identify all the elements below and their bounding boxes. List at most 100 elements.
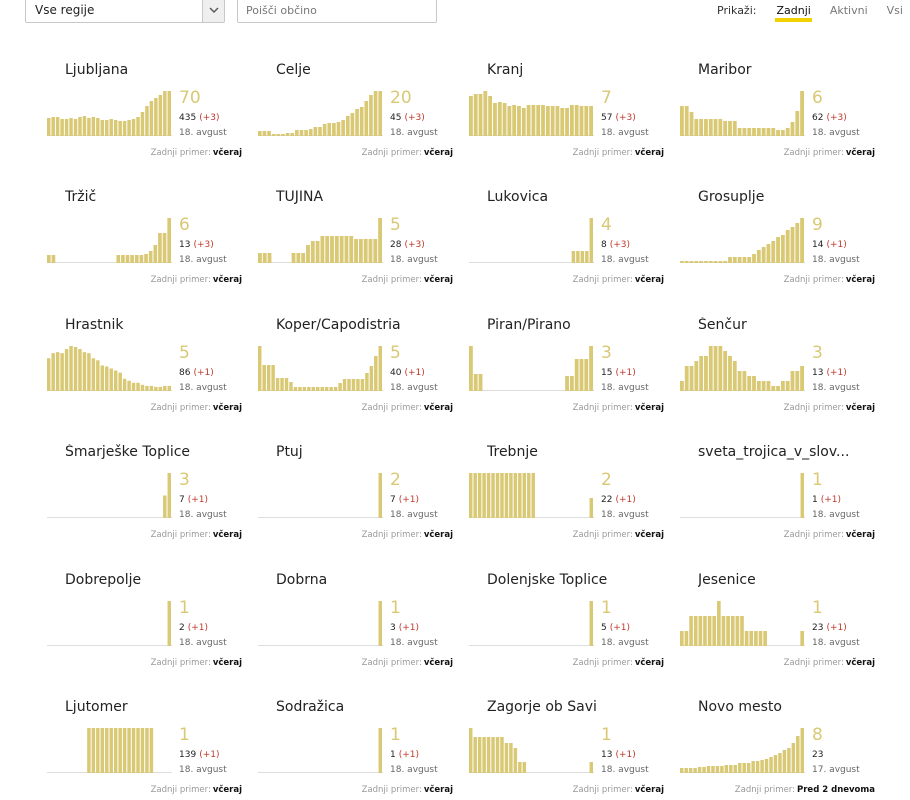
municipality-card[interactable]: Dolenjske Toplice 1 5 (+1) 18. avgust Zad… [469,568,680,695]
municipality-card[interactable]: Celje 20 45 (+3) 18. avgust Zadnji primer… [258,58,469,185]
sparkline-chart [258,91,383,136]
municipality-card[interactable]: Kranj 7 57 (+3) 18. avgust Zadnji primer:… [469,58,680,185]
municipality-name: Tržič [65,189,97,206]
chart-bar [73,346,78,391]
chart-bar [706,765,711,773]
chart-bar [96,118,100,136]
chart-bar [82,116,87,136]
chart-bar [785,380,790,391]
chart-bar [291,253,296,264]
active-cases: 1 [601,597,612,618]
last-case: Zadnji primer: včeraj [573,275,664,285]
municipality-card[interactable]: Šmarješke Toplice 3 7 (+1) 18. avgust Zad… [47,440,258,567]
chart-bar [78,117,82,136]
last-case: Zadnji primer: včeraj [784,403,875,413]
chart-bar [113,120,118,136]
chart-bar [790,227,795,264]
last-case-label: Zadnji primer: [150,657,211,668]
municipality-card[interactable]: Dobrepolje 1 2 (+1) 18. avgust Zadnji pri… [47,568,258,695]
active-cases: 2 [601,470,612,491]
municipality-card[interactable]: Grosuplje 9 14 (+1) 18. avgust Zadnji pri… [680,185,891,312]
show-option-active[interactable]: Aktivni [829,4,868,17]
municipality-card[interactable]: Maribor 6 62 (+3) 18. avgust Zadnji prime… [680,58,891,185]
active-cases: 5 [390,215,401,236]
chart-bar [482,736,486,773]
last-case-value: včeraj [634,530,664,541]
municipality-card[interactable]: Dobrna 1 3 (+1) 18. avgust Zadnji primer:… [258,568,469,695]
municipality-card[interactable]: Šenčur 3 13 (+1) 18. avgust Zadnji primer… [680,313,891,440]
new-cases-delta: (+1) [398,749,420,760]
municipality-card[interactable]: Piran/Pirano 3 15 (+1) 18. avgust Zadnji … [469,313,680,440]
last-case-value: včeraj [212,148,242,158]
municipality-card[interactable]: Sodražica 1 1 (+1) 18. avgust Zadnji prim… [258,695,469,800]
municipality-search-input[interactable] [237,0,437,23]
last-case-label: Zadnji primer: [361,148,422,158]
chart-bar [355,109,359,136]
last-case-value: včeraj [423,784,453,795]
total-cases: 23 (+1) [812,622,847,633]
chart-bar [721,615,726,646]
chart-bar [378,345,382,391]
active-cases: 4 [601,215,612,236]
last-case-value: včeraj [212,275,242,286]
last-date: 18. avgust [390,637,438,648]
sparkline-chart [47,218,172,264]
chart-bar [91,727,96,773]
active-cases: 1 [390,597,401,618]
municipality-card[interactable]: Ljutomer 1 139 (+1) 18. avgust Zadnji pri… [47,695,258,800]
chart-bar [717,600,721,646]
chart-bar [711,765,715,773]
chart-bar [478,94,483,136]
chart-bar [694,119,699,136]
chart-bar [565,108,569,136]
sparkline-chart [469,473,594,519]
chart-bar [735,615,740,646]
municipality-card[interactable]: Koper/Capodistria 5 40 (+1) 18. avgust Za… [258,313,469,440]
chart-bar [522,761,527,773]
total-cases: 7 (+1) [179,495,209,506]
chart-bar [91,117,96,136]
municipality-card[interactable]: Hrastnik 5 86 (+1) 18. avgust Zadnji prim… [47,313,258,440]
total-cases: 62 (+3) [812,113,847,123]
chart-bar [51,255,56,264]
chart-bar [359,107,364,136]
chart-bar [569,375,574,391]
municipality-card[interactable]: Trebnje 2 22 (+1) 18. avgust Zadnji prime… [469,440,680,567]
municipality-card[interactable]: Jesenice 1 23 (+1) 18. avgust Zadnji prim… [680,568,891,695]
total-cases: 45 (+3) [390,113,425,123]
chart-bar [289,381,293,391]
chart-bar [295,130,299,136]
municipality-name: Dobrepolje [65,571,142,588]
chart-bar [60,352,64,391]
municipality-card[interactable]: Ptuj 2 7 (+1) 18. avgust Zadnji primer: vč… [258,440,469,567]
municipality-card[interactable]: Lukovica 4 8 (+3) 18. avgust Zadnji prime… [469,185,680,312]
chart-bar [693,615,698,646]
show-option-last[interactable]: Zadnji [775,0,813,22]
municipality-card[interactable]: TUJINA 5 28 (+3) 18. avgust Zadnji primer… [258,185,469,312]
municipality-name: Ljutomer [65,698,128,715]
region-select[interactable]: Vse regije [25,0,225,23]
municipality-name: Kranj [487,62,524,78]
chart-bar [162,233,167,264]
last-case: Zadnji primer: včeraj [362,403,453,413]
chart-bar [136,382,140,391]
municipality-card[interactable]: Zagorje ob Savi 1 13 (+1) 18. avgust Zadn… [469,695,680,800]
active-cases: 1 [179,597,190,618]
municipality-card[interactable]: Ljubljana 70 435 (+3) 18. avgust Zadnji p… [47,58,258,185]
chevron-down-icon[interactable] [202,0,224,22]
chart-bar [87,118,91,136]
new-cases-delta: (+1) [826,240,847,251]
chart-bar [341,120,345,136]
chart-bar [140,112,145,136]
municipality-card[interactable]: sveta_trojica_v_slov... 1 1 (+1) 18. avgu… [680,440,891,567]
chart-bar [756,250,761,264]
municipality-card[interactable]: Novo mesto 8 23 17. avgust Zadnji primer… [680,695,891,800]
last-case-value: včeraj [634,148,664,158]
chart-bar [334,236,339,264]
last-date: 18. avgust [601,510,649,521]
chart-bar [109,119,113,136]
last-case-label: Zadnji primer: [572,530,633,541]
municipality-name: Celje [276,62,311,78]
show-option-all[interactable]: Vsi [886,4,903,17]
municipality-card[interactable]: Tržič 6 13 (+3) 18. avgust Zadnji primer:… [47,185,258,312]
